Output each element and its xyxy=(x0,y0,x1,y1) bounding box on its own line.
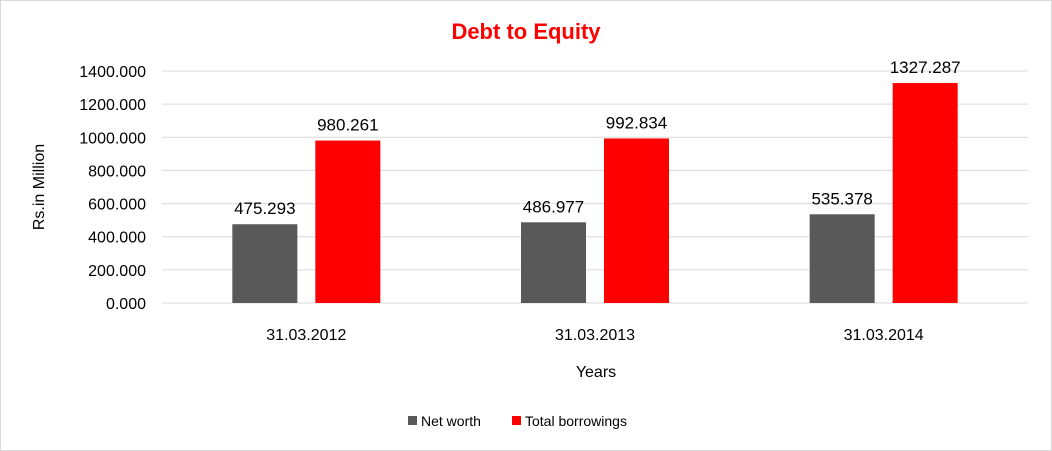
y-tick-label: 0.000 xyxy=(106,296,146,313)
y-tick-label: 800.000 xyxy=(88,163,146,180)
chart-title: Debt to Equity xyxy=(451,19,601,44)
y-axis-title: Rs.in Million xyxy=(31,144,48,230)
legend-swatch xyxy=(408,416,417,425)
bar-total-borrowings xyxy=(604,138,669,303)
bar-net-worth xyxy=(809,214,875,303)
y-tick-label: 200.000 xyxy=(88,263,146,280)
y-tick-label: 600.000 xyxy=(88,197,146,214)
data-label: 475.293 xyxy=(234,199,295,218)
data-label: 486.977 xyxy=(523,197,584,216)
x-category-label: 31.03.2012 xyxy=(266,327,346,344)
bar-total-borrowings xyxy=(892,83,958,303)
legend-label: Total borrowings xyxy=(525,413,627,429)
bar-net-worth xyxy=(521,222,586,303)
y-tick-label: 1400.000 xyxy=(79,64,146,81)
legend-label: Net worth xyxy=(421,413,481,429)
y-tick-label: 1000.000 xyxy=(79,130,146,147)
x-axis-categories: 31.03.2012 31.03.2013 31.03.2014 xyxy=(266,327,924,344)
y-tick-label: 1200.000 xyxy=(79,97,146,114)
y-tick-label: 400.000 xyxy=(88,230,146,247)
gridlines xyxy=(162,70,1028,304)
data-labels: 475.293 980.261 486.977 992.834 535.378 1327.… xyxy=(234,58,961,218)
bar-total-borrowings xyxy=(315,140,381,303)
bar-net-worth xyxy=(232,224,298,303)
y-axis-ticks: 0.000 200.000 400.000 600.000 800.000 1000.00… xyxy=(79,64,146,313)
data-label: 980.261 xyxy=(317,116,378,135)
legend-swatch xyxy=(512,416,521,425)
x-category-label: 31.03.2014 xyxy=(844,327,924,344)
data-label: 1327.287 xyxy=(890,58,961,77)
data-label: 535.378 xyxy=(811,189,872,208)
data-label: 992.834 xyxy=(606,113,667,132)
x-axis-title: Years xyxy=(576,364,616,381)
bars xyxy=(232,83,958,303)
legend: Net worth Total borrowings xyxy=(408,413,627,429)
x-category-label: 31.03.2013 xyxy=(555,327,635,344)
